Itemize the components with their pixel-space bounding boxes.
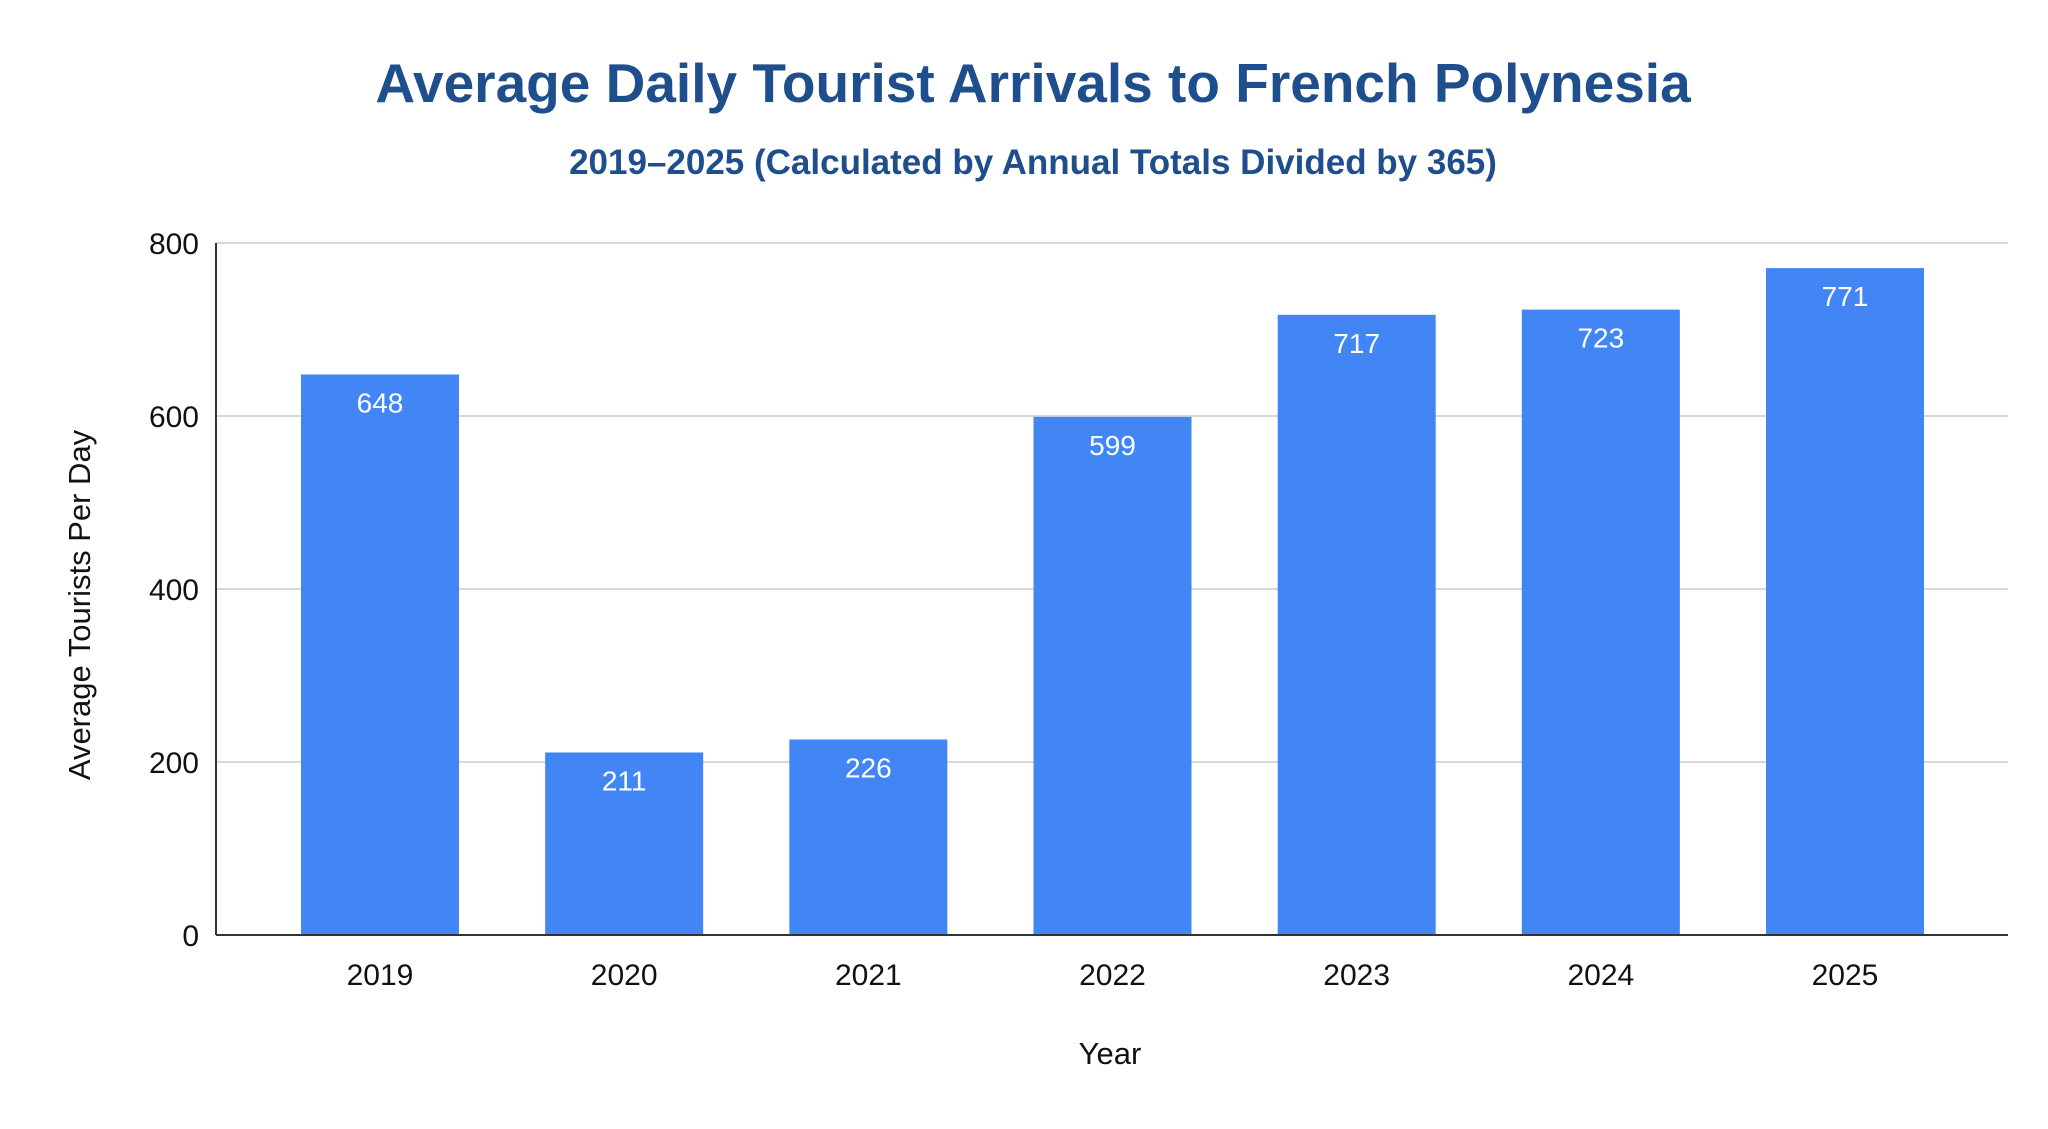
y-tick-label: 400 bbox=[149, 574, 199, 607]
data-label-2019: 648 bbox=[357, 387, 404, 418]
y-axis-title: Average Tourists Per Day bbox=[62, 429, 97, 780]
x-tick-label-2025: 2025 bbox=[1812, 959, 1879, 992]
bar-2020 bbox=[545, 752, 704, 935]
data-label-2022: 599 bbox=[1089, 430, 1136, 461]
x-tick-labels: 2019 2020 2021 2022 2023 2024 2025 bbox=[347, 959, 1879, 992]
y-tick-label: 200 bbox=[149, 747, 199, 780]
y-tick-label: 600 bbox=[149, 401, 199, 434]
data-labels: 648 211 226 599 717 723 771 bbox=[357, 281, 1869, 796]
x-tick-label-2024: 2024 bbox=[1567, 959, 1634, 992]
y-tick-label: 0 bbox=[182, 920, 199, 953]
bar-2022 bbox=[1033, 416, 1192, 935]
data-label-2024: 723 bbox=[1577, 323, 1624, 354]
data-label-2025: 771 bbox=[1822, 281, 1869, 312]
bar-2019 bbox=[301, 374, 459, 936]
x-tick-label-2023: 2023 bbox=[1323, 959, 1390, 992]
bar-2023 bbox=[1277, 314, 1436, 935]
data-label-2023: 717 bbox=[1333, 328, 1380, 359]
bar-2024 bbox=[1521, 309, 1680, 936]
bars bbox=[301, 268, 1924, 936]
y-tick-label: 800 bbox=[149, 228, 199, 261]
x-tick-label-2019: 2019 bbox=[347, 959, 414, 992]
chart-title: Average Daily Tourist Arrivals to French… bbox=[375, 52, 1691, 114]
chart-subtitle: 2019–2025 (Calculated by Annual Totals D… bbox=[569, 143, 1497, 182]
x-axis-title: Year bbox=[1079, 1036, 1142, 1071]
x-tick-label-2022: 2022 bbox=[1079, 959, 1146, 992]
data-label-2020: 211 bbox=[602, 765, 647, 796]
bar-2025 bbox=[1766, 268, 1924, 936]
y-tick-labels: 0 200 400 600 800 bbox=[149, 228, 199, 953]
x-tick-label-2020: 2020 bbox=[591, 959, 658, 992]
bar-2021 bbox=[789, 739, 948, 935]
data-label-2021: 226 bbox=[845, 753, 892, 784]
axes bbox=[215, 243, 2008, 936]
x-tick-label-2021: 2021 bbox=[835, 959, 902, 992]
